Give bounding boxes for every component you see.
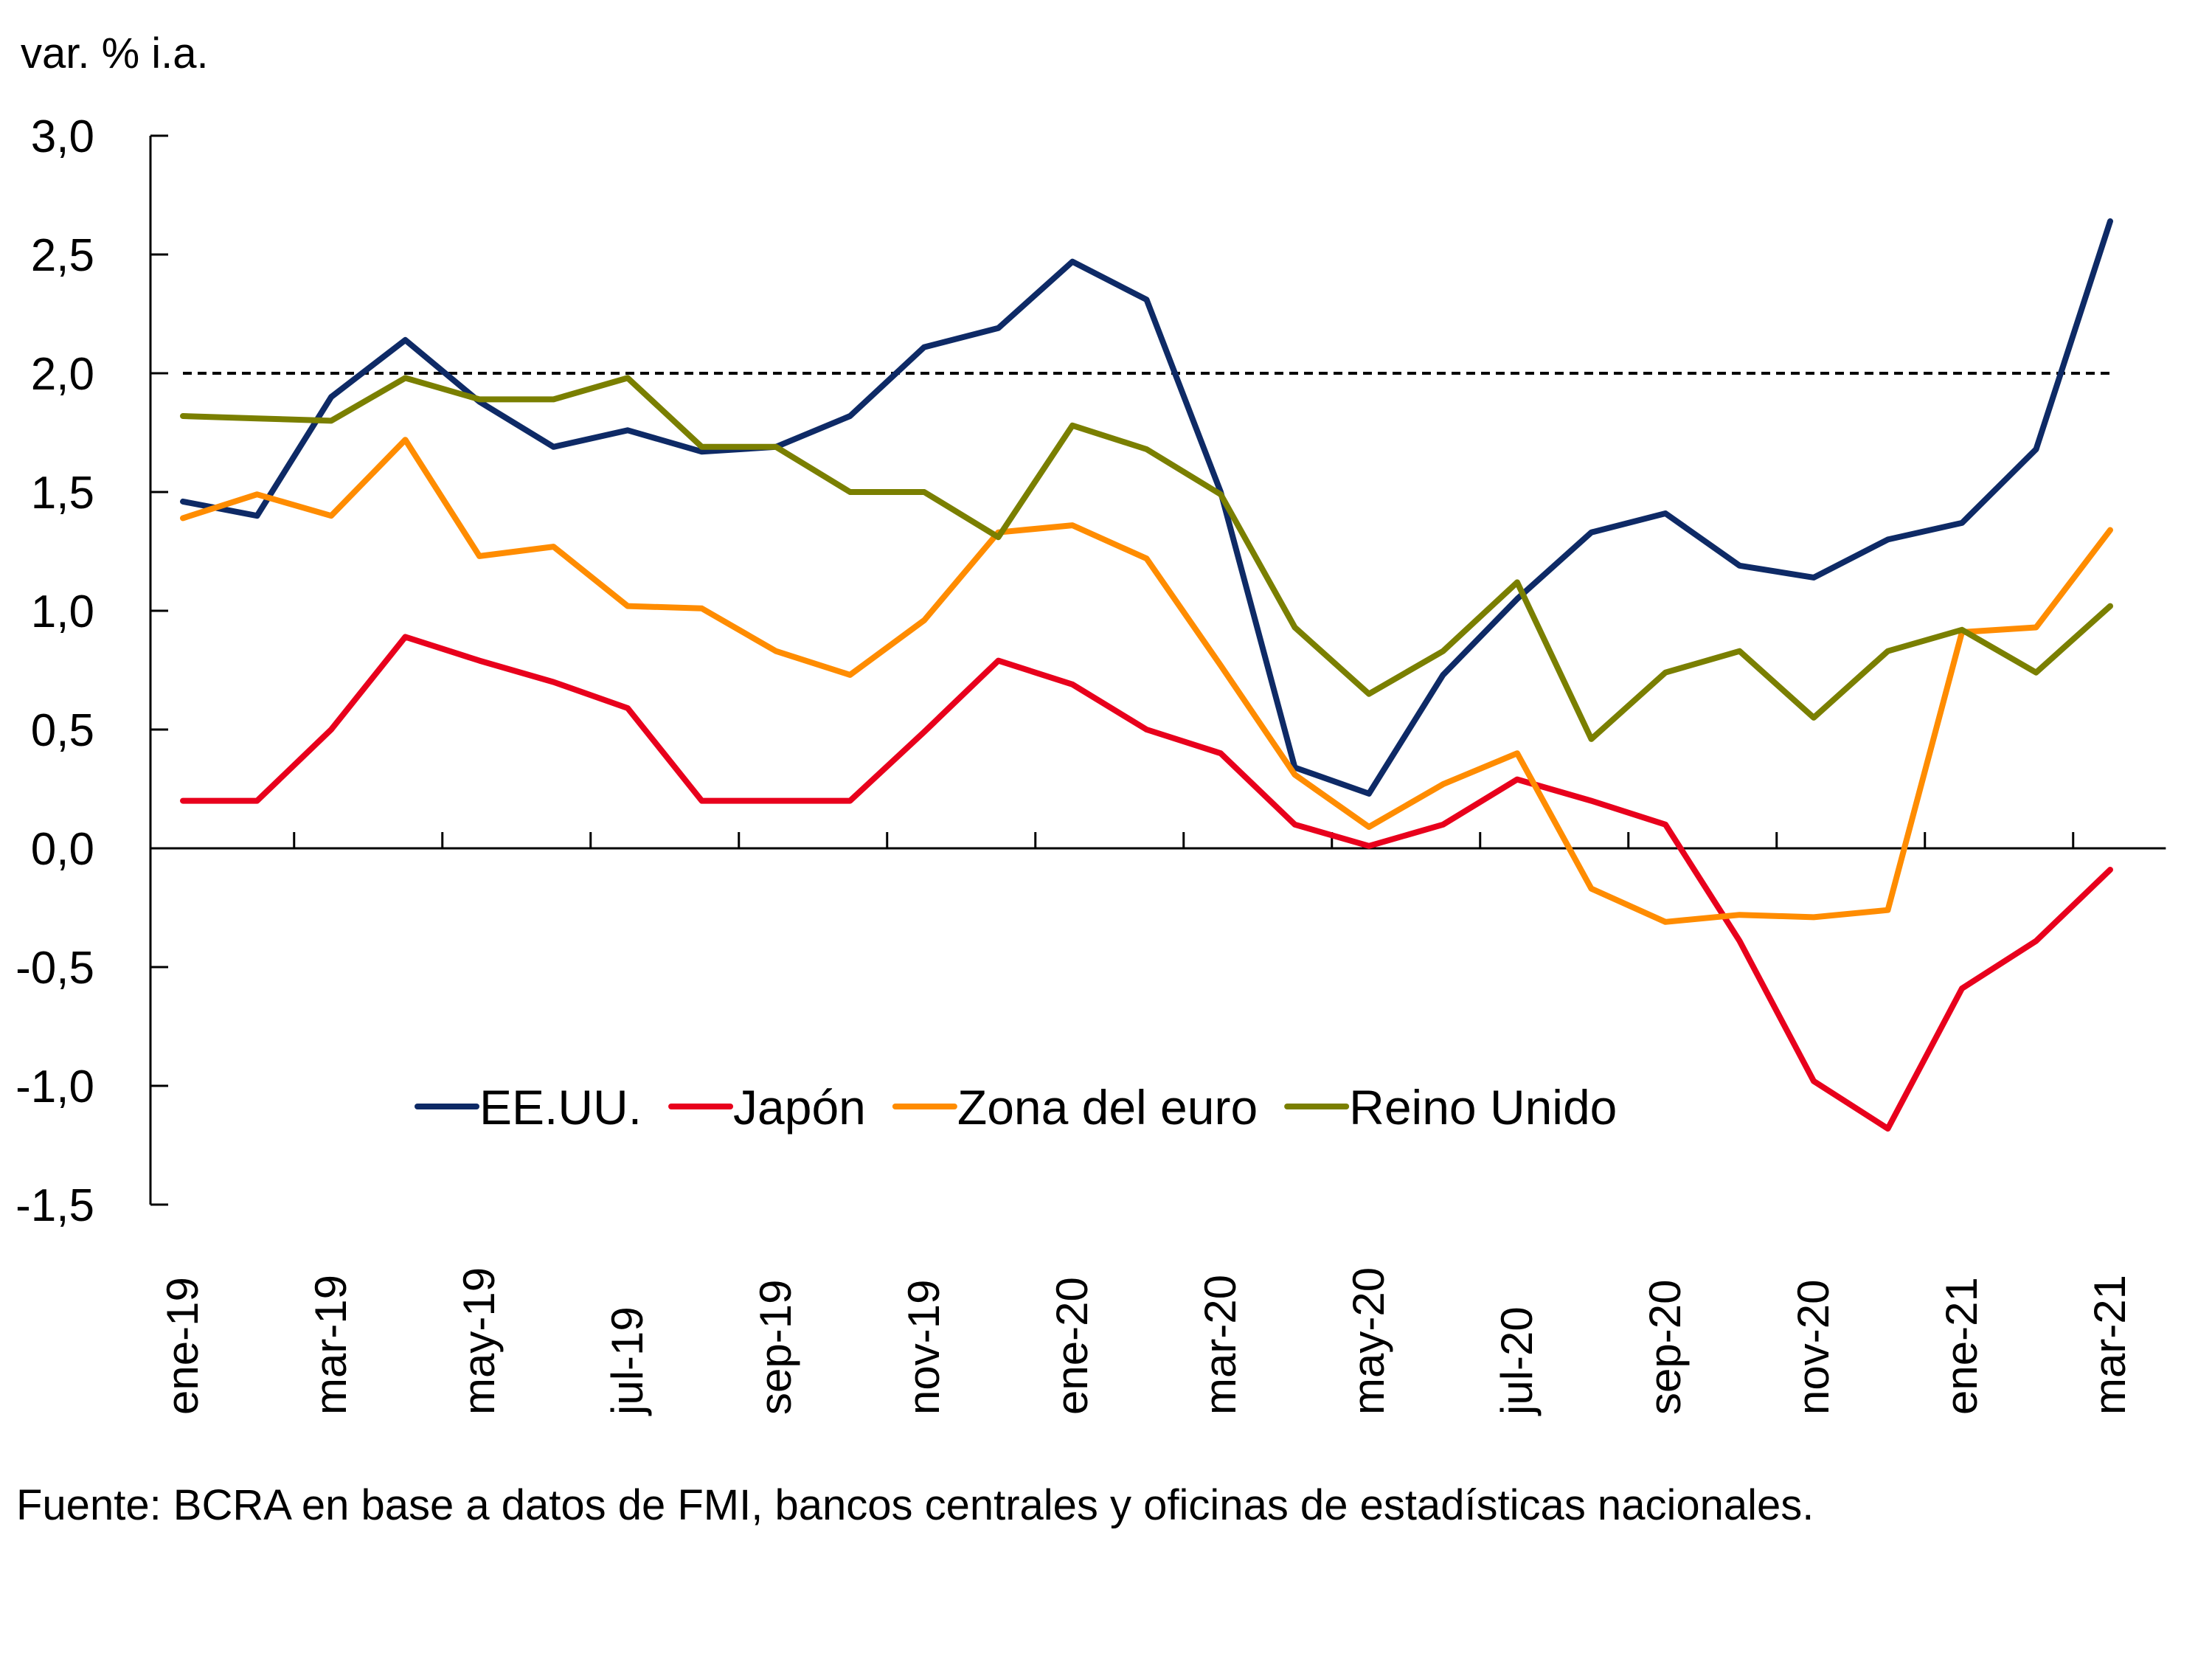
legend-item: Reino Unido (1284, 1080, 1617, 1135)
x-tick-label: mar-21 (2085, 1275, 2135, 1415)
y-tick-label: -0,5 (15, 943, 94, 994)
x-tick-label: jul-19 (603, 1306, 652, 1416)
legend-label: EE.UU. (479, 1080, 642, 1135)
x-tick-label: nov-19 (899, 1280, 949, 1415)
y-axis: 3,0 2,5 2,0 1,5 1,0 0,5 0,0 -0,5 -1,0 -1,5 (15, 111, 168, 1231)
x-tick-label: ene-20 (1047, 1277, 1097, 1415)
source-note: Fuente: BCRA en base a datos de FMI, ban… (16, 1481, 1814, 1529)
legend-label: Reino Unido (1349, 1080, 1617, 1135)
legend-label: Zona del euro (957, 1080, 1258, 1135)
series-line-zona-del-euro (180, 437, 2113, 925)
x-tick-label: may-19 (454, 1267, 504, 1415)
y-tick-label: 2,0 (31, 349, 94, 400)
y-tick-label: 1,5 (31, 468, 94, 519)
y-tick-label: -1,0 (15, 1061, 94, 1112)
legend-item: Japón (668, 1080, 866, 1135)
x-tick-label: jul-20 (1492, 1306, 1542, 1416)
x-tick-label: ene-21 (1937, 1277, 1986, 1415)
x-tick-label: mar-19 (306, 1275, 356, 1415)
legend-item: EE.UU. (415, 1080, 642, 1135)
x-axis: ene-19 mar-19 may-19 jul-19 sep-19 nov-19 ene-… (150, 832, 2166, 1416)
y-tick-label: 0,5 (31, 705, 94, 756)
x-tick-label: mar-20 (1196, 1275, 1245, 1415)
series-line-ee-uu (180, 218, 2113, 797)
legend: EE.UU. Japón Zona del euro Reino Unido (415, 1080, 1617, 1135)
x-tick-label: ene-19 (158, 1277, 207, 1415)
y-tick-label: 1,0 (31, 586, 94, 637)
x-tick-label: sep-19 (751, 1280, 800, 1415)
series-lines (180, 218, 2113, 1132)
series-line-jap-n (180, 634, 2113, 1132)
y-tick-label: 0,0 (31, 824, 94, 875)
y-axis-unit-label: var. % i.a. (21, 30, 209, 77)
y-tick-label: 3,0 (31, 111, 94, 162)
x-tick-label: may-20 (1344, 1267, 1393, 1415)
x-tick-label: nov-20 (1789, 1280, 1838, 1415)
legend-label: Japón (733, 1080, 866, 1135)
x-tick-label: sep-20 (1640, 1280, 1690, 1415)
y-tick-label: 2,5 (31, 230, 94, 281)
y-tick-label: -1,5 (15, 1180, 94, 1231)
legend-item: Zona del euro (892, 1080, 1258, 1135)
series-line-reino-unido (180, 375, 2113, 742)
